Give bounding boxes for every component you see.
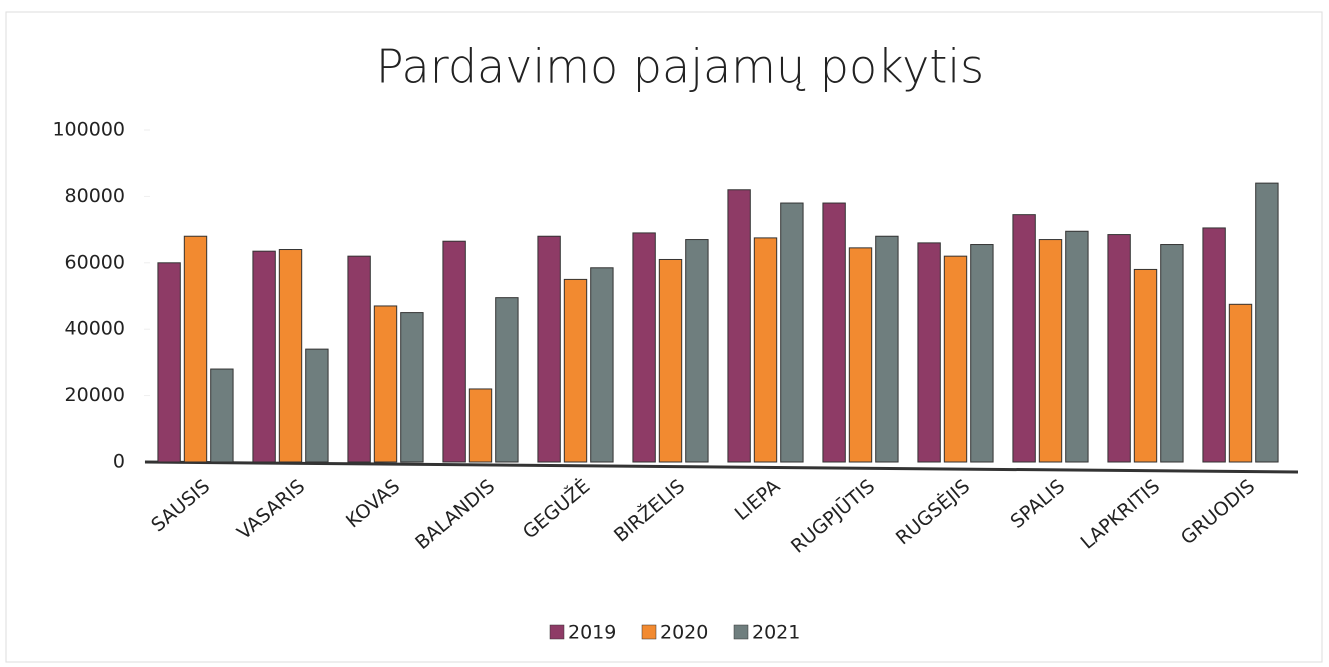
bar: [1107, 234, 1131, 463]
y-tick-label: 80000: [65, 185, 125, 207]
y-tick-label: 40000: [65, 318, 125, 340]
chart-title: Pardavimo pajamų pokytis: [376, 40, 984, 94]
y-tick-label: 60000: [65, 251, 125, 273]
bar: [252, 250, 276, 463]
bar: [917, 242, 941, 463]
bar: [1160, 244, 1184, 463]
bar: [373, 305, 398, 463]
bar: [1012, 214, 1036, 463]
bar: [753, 237, 778, 463]
bar: [875, 235, 899, 463]
bar: [685, 239, 709, 463]
bar: [780, 202, 804, 463]
bar: [210, 368, 234, 463]
bar: [1202, 227, 1226, 463]
bar: [1228, 303, 1253, 463]
y-tick-label: 100000: [52, 119, 125, 141]
bar: [943, 255, 968, 463]
legend-label: 2021: [752, 622, 800, 644]
bar: [1038, 239, 1063, 463]
bar: [157, 262, 181, 463]
bar: [442, 240, 466, 463]
bar: [590, 267, 614, 463]
bar: [632, 232, 656, 463]
x-axis: [144, 460, 1299, 474]
legend-swatch: [549, 624, 565, 640]
bar: [1065, 230, 1089, 463]
bar: [970, 244, 994, 463]
legend-swatch: [641, 624, 657, 640]
y-tick-label: 0: [113, 451, 125, 473]
bar: [495, 297, 519, 463]
bar: [278, 249, 303, 463]
bar: [563, 278, 588, 463]
bar: [658, 258, 683, 463]
bar: [822, 202, 846, 463]
bar: [848, 247, 873, 463]
bar: [1133, 268, 1158, 463]
legend-swatch: [733, 624, 749, 640]
y-tick-label: 20000: [65, 384, 125, 406]
bar: [400, 312, 424, 463]
legend-label: 2019: [568, 622, 616, 644]
bar: [1255, 182, 1279, 463]
bar: [183, 235, 208, 463]
bar: [727, 189, 751, 463]
bar: [305, 348, 329, 463]
bar: [347, 255, 371, 463]
bar: [468, 388, 493, 463]
bar: [537, 235, 561, 463]
legend-label: 2020: [660, 622, 708, 644]
